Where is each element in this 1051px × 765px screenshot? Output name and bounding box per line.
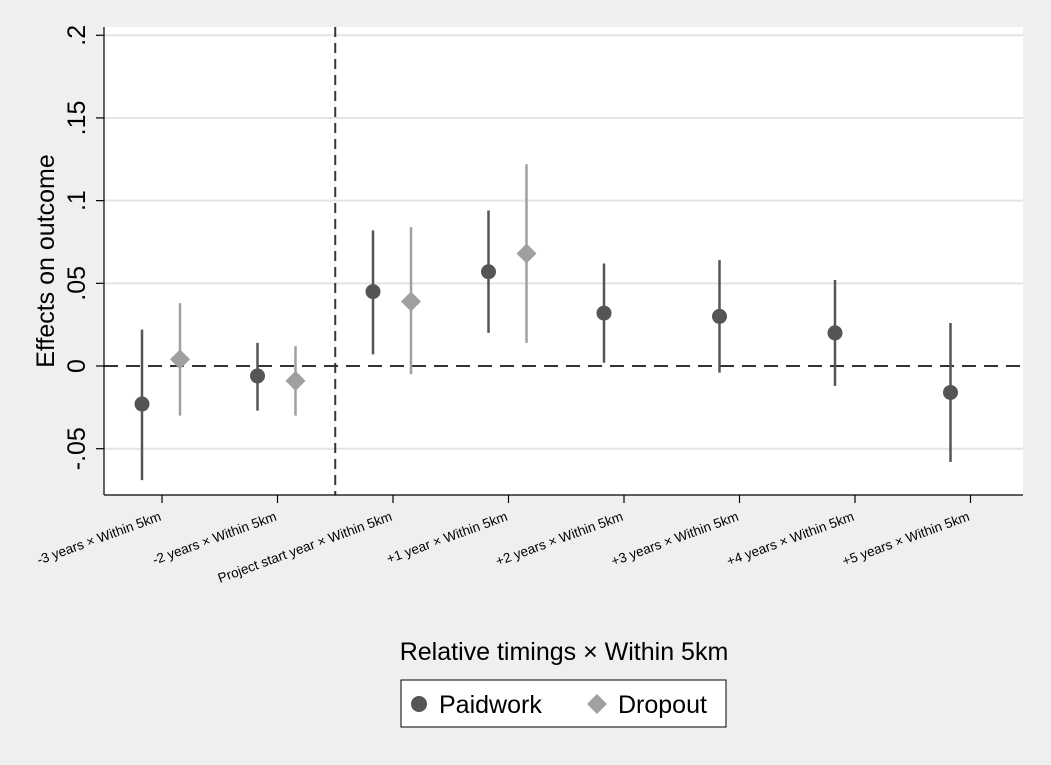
- y-tick-label: .05: [63, 266, 91, 301]
- point-dropout: [516, 243, 537, 264]
- point-dropout: [401, 291, 421, 312]
- x-tick-label: +5 years × Within 5km: [840, 509, 971, 569]
- reference-lines: [104, 27, 1023, 495]
- x-tick-label: +2 years × Within 5km: [494, 509, 625, 569]
- point-paidwork: [596, 305, 612, 321]
- grid-lines: [104, 34, 1023, 450]
- y-tick-label: .2: [63, 25, 91, 46]
- x-tick-label: +1 year × Within 5km: [385, 509, 510, 567]
- legend-label-paidwork: Paidwork: [439, 691, 542, 719]
- x-axis-ticks: -3 years × Within 5km-2 years × Within 5…: [35, 495, 972, 586]
- y-tick-label: .15: [63, 101, 91, 136]
- x-axis-title: Relative timings × Within 5km: [400, 638, 729, 666]
- y-tick-label: .1: [63, 190, 91, 211]
- legend-box: [400, 679, 727, 728]
- point-paidwork: [134, 396, 150, 412]
- legend-marker-paidwork: [411, 696, 427, 712]
- y-tick-label: 0: [63, 359, 91, 373]
- point-dropout: [170, 349, 190, 370]
- point-paidwork: [943, 384, 958, 400]
- point-dropout: [285, 370, 306, 391]
- point-paidwork: [712, 308, 727, 324]
- point-paidwork: [365, 284, 381, 300]
- point-paidwork: [827, 325, 843, 341]
- x-tick-label: +3 years × Within 5km: [609, 509, 740, 569]
- y-axis-ticks: -.05 0 .05 .1 .15 .2: [63, 25, 104, 470]
- legend: Paidwork Dropout: [400, 679, 727, 728]
- y-tick-label: -.05: [63, 427, 91, 470]
- point-paidwork: [250, 368, 265, 384]
- legend-label-dropout: Dropout: [618, 691, 707, 719]
- x-tick-label: -3 years × Within 5km: [35, 509, 163, 568]
- legend-marker-dropout: [587, 694, 607, 714]
- y-axis-title: Effects on outcome: [32, 154, 60, 368]
- plot-background: [104, 27, 1023, 495]
- x-tick-label: +4 years × Within 5km: [725, 509, 856, 569]
- axes: [103, 27, 1023, 496]
- point-paidwork: [481, 264, 496, 280]
- data-marks: [134, 164, 958, 481]
